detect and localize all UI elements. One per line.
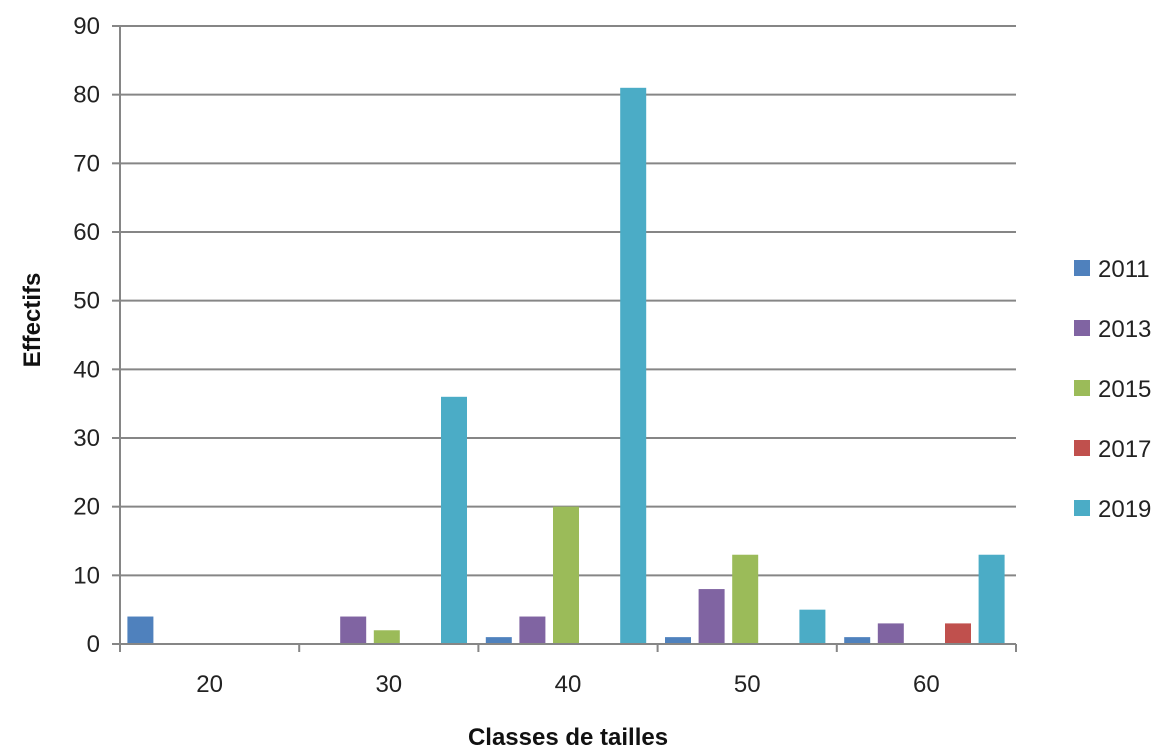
x-tick-label: 50 — [734, 671, 761, 698]
bar-2011-40 — [485, 637, 512, 644]
gridlines — [120, 25, 1016, 577]
y-tick-label: 40 — [73, 356, 100, 383]
y-tick-label: 50 — [73, 288, 100, 315]
bar-2011-50 — [665, 637, 691, 644]
y-tick-label: 90 — [73, 13, 100, 40]
y-tick-label: 80 — [73, 82, 100, 109]
bar-2015-50 — [732, 554, 759, 644]
bar-2019-30 — [441, 396, 467, 644]
bar-2013-30 — [340, 616, 367, 644]
legend-swatch — [1074, 260, 1090, 276]
axes — [119, 26, 1016, 645]
x-tick-label: 60 — [913, 671, 940, 698]
legend-swatch — [1074, 500, 1090, 516]
y-tick-label: 0 — [87, 631, 100, 658]
legend-item-2011: 2011 — [1074, 256, 1150, 283]
legend-item-2015: 2015 — [1074, 376, 1151, 403]
bar-2013-60 — [877, 623, 904, 644]
bar-2013-50 — [698, 589, 725, 644]
legend-label: 2017 — [1098, 436, 1151, 463]
legend: 2011 2013 2015 2017 2019 — [1074, 256, 1151, 523]
bars — [127, 87, 1005, 645]
y-tick-label: 30 — [73, 425, 100, 452]
bar-2011-20 — [127, 616, 154, 644]
legend-label: 2011 — [1098, 256, 1150, 283]
bar-2011-60 — [844, 637, 871, 644]
legend-item-2013: 2013 — [1074, 316, 1151, 343]
legend-item-2019: 2019 — [1074, 496, 1151, 523]
bar-2019-60 — [978, 554, 1005, 644]
x-tick-label: 30 — [375, 671, 402, 698]
legend-label: 2015 — [1098, 376, 1151, 403]
bar-2019-40 — [620, 87, 647, 645]
bar-2017-60 — [945, 623, 971, 644]
x-axis-title: Classes de tailles — [468, 724, 668, 751]
y-tick-labels: 0 10 20 30 40 50 60 70 80 90 — [73, 13, 120, 658]
bar-2019-50 — [799, 609, 826, 644]
bar-2013-40 — [519, 616, 546, 644]
x-tick-labels: 20 30 40 50 60 — [119, 644, 1017, 698]
legend-label: 2019 — [1098, 496, 1151, 523]
legend-swatch — [1074, 440, 1090, 456]
legend-swatch — [1074, 380, 1090, 396]
y-tick-label: 60 — [73, 219, 100, 246]
x-tick-label: 20 — [196, 671, 223, 698]
x-tick-label: 40 — [555, 671, 582, 698]
y-tick-label: 20 — [73, 494, 100, 521]
bar-2015-30 — [373, 630, 400, 644]
legend-item-2017: 2017 — [1074, 436, 1151, 463]
legend-label: 2013 — [1098, 316, 1151, 343]
bar-2015-40 — [553, 506, 579, 644]
y-axis-title: Effectifs — [19, 273, 46, 368]
y-tick-label: 10 — [73, 562, 100, 589]
legend-swatch — [1074, 320, 1090, 336]
y-tick-label: 70 — [73, 150, 100, 177]
